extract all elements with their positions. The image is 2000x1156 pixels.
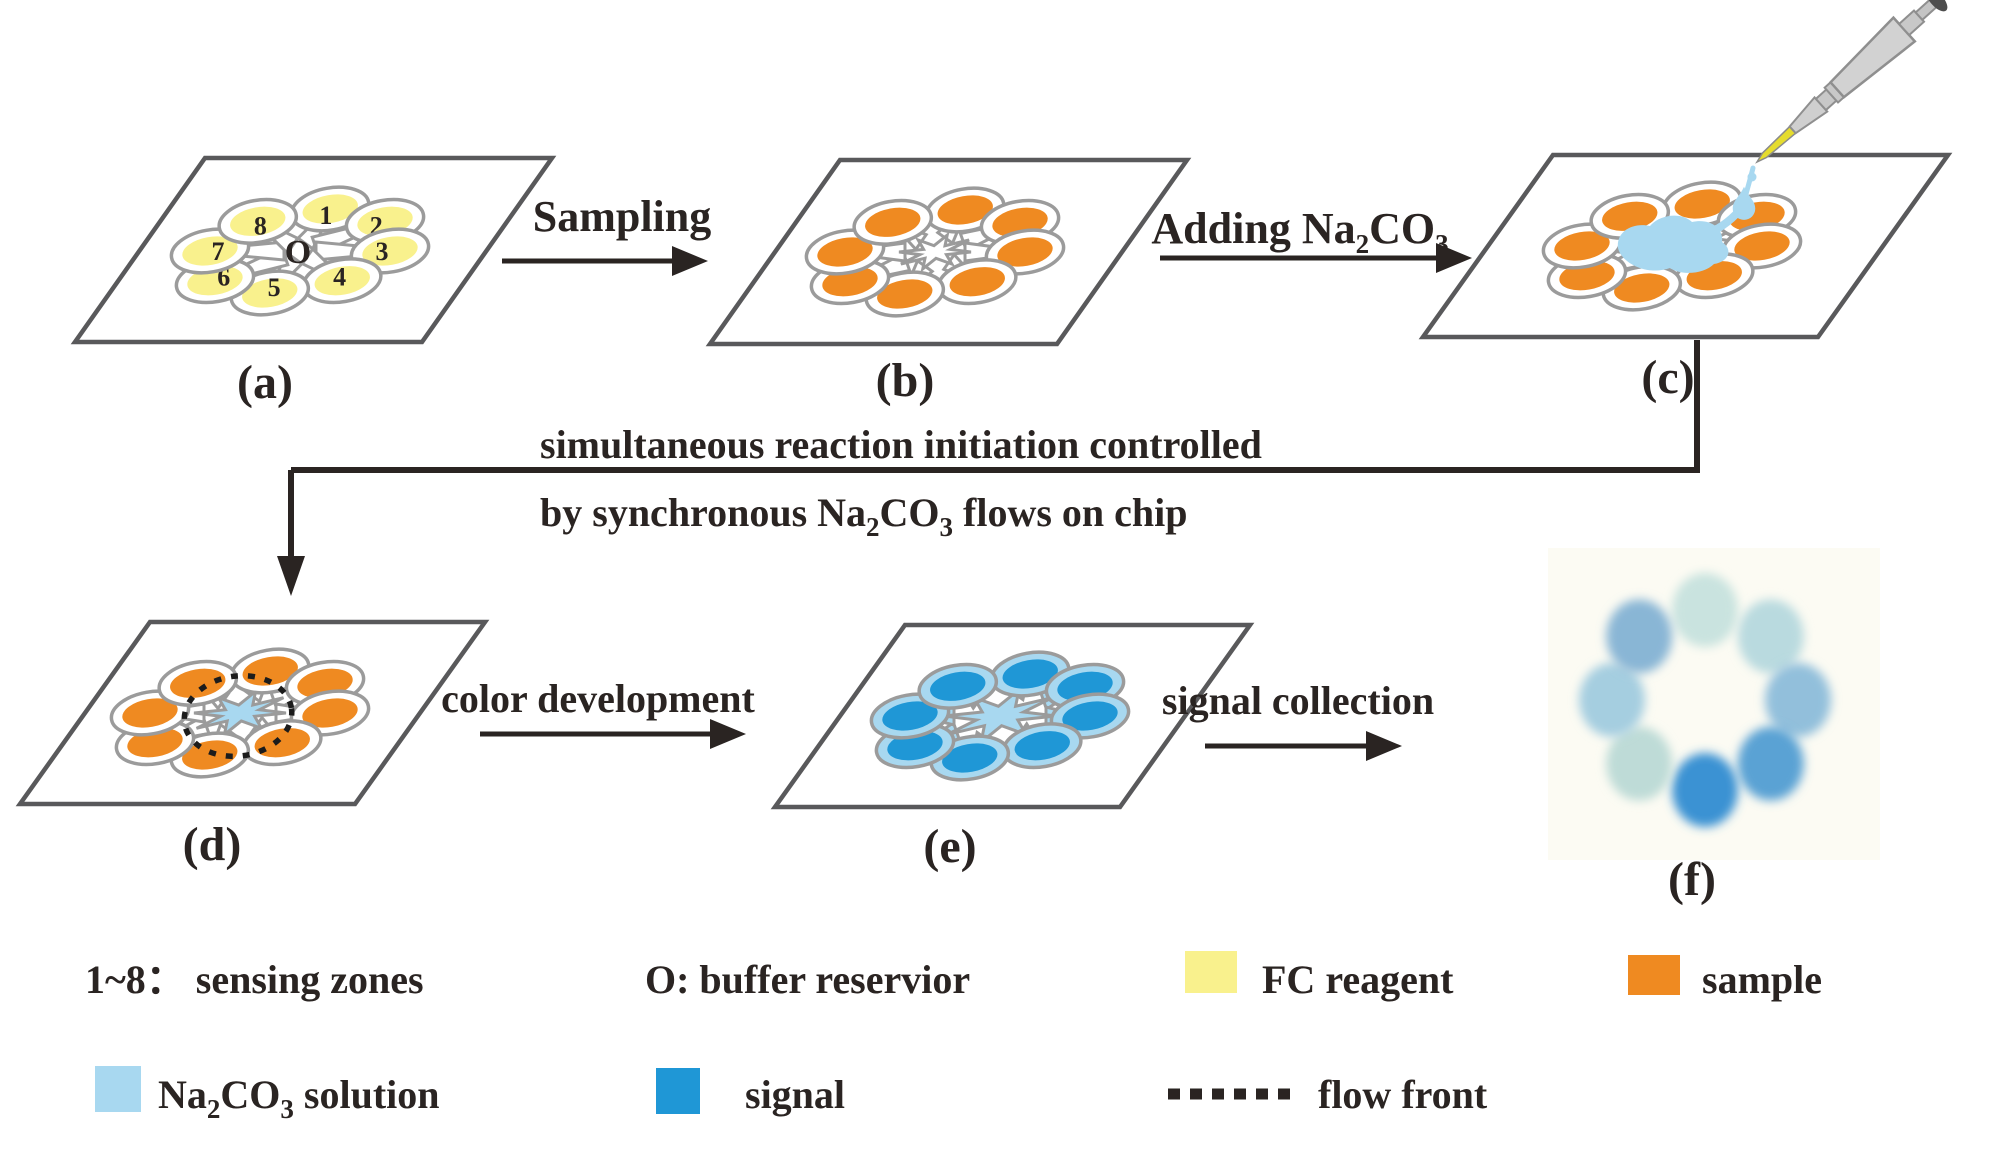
legend-na2co3: Na2CO3 solution <box>158 1072 440 1124</box>
na2co3-swatch <box>95 1066 141 1112</box>
reaction-connector: simultaneous reaction initiation control… <box>277 340 1700 596</box>
flow-front-dotted-circle <box>181 672 295 760</box>
panel-label-e: (e) <box>923 820 976 873</box>
legend-fc-reagent: FC reagent <box>1262 957 1454 1002</box>
panel-label-f: (f) <box>1668 853 1716 906</box>
legend: 1~8： sensing zones O: buffer reservior F… <box>85 951 1822 1124</box>
chip-a-zone-number: 8 <box>254 212 267 241</box>
pipette-cap <box>1926 0 1948 12</box>
reaction-note-line2: by synchronous Na2CO3 flows on chip <box>540 490 1188 542</box>
chip-a-zone <box>230 206 286 236</box>
chip-a-zone-number: 4 <box>333 262 346 291</box>
pipette-cone <box>1788 95 1829 135</box>
legend-flow-front: flow front <box>1318 1072 1488 1117</box>
color-development-arrowhead <box>710 719 746 749</box>
chip-b-zone <box>817 237 873 267</box>
chip-a-zone-number: 5 <box>268 273 281 302</box>
chip-b-zone <box>997 237 1053 267</box>
signal-swatch <box>656 1068 700 1114</box>
signal-collection-arrowhead <box>1366 731 1402 761</box>
sampling-arrow: Sampling <box>502 192 711 276</box>
chip-c-zone <box>1734 231 1790 261</box>
adding-na2co3-arrow: Adding Na2CO3 <box>1151 204 1472 273</box>
droplet-trickle <box>1698 206 1744 240</box>
chip-a-zone-number: 1 <box>319 201 332 230</box>
result-dot-top-left <box>1606 599 1673 674</box>
legend-signal: signal <box>745 1072 845 1117</box>
legend-sample: sample <box>1702 957 1822 1002</box>
connector-line <box>291 340 1700 473</box>
color-development-arrow: color development <box>441 676 756 749</box>
droplet-small <box>1747 172 1757 182</box>
chip-e-zone <box>882 701 938 731</box>
chip-e-zone <box>1062 701 1118 731</box>
chip-b-flower <box>804 186 1066 318</box>
panel-label-a: (a) <box>237 356 293 409</box>
chip-e-flower <box>869 650 1131 782</box>
chip-c-zone <box>1554 231 1610 261</box>
droplet-pool <box>1617 215 1729 273</box>
chip-d-zone <box>254 728 310 758</box>
result-dot-top <box>1672 573 1738 647</box>
chip-b-zone <box>877 279 933 309</box>
panel-label-d: (d) <box>183 818 242 871</box>
sampling-arrowhead <box>672 246 708 276</box>
chip-b-zone <box>949 267 1005 297</box>
chip-c-zone <box>1602 201 1658 231</box>
na2co3-droplet-blob <box>1617 165 1757 273</box>
adding-arrowhead <box>1436 243 1472 273</box>
sampling-label: Sampling <box>533 192 712 241</box>
legend-buffer-reservoir: O: buffer reservior <box>645 957 970 1002</box>
chip-d-flower <box>109 647 371 779</box>
chip-a-zone <box>362 236 418 266</box>
result-dot-right <box>1765 663 1831 737</box>
fc-reagent-swatch <box>1185 951 1237 993</box>
pipette-icon <box>1755 0 1948 164</box>
chip-d-zone <box>302 698 358 728</box>
connector-arrowhead <box>277 556 305 596</box>
reaction-note-line1: simultaneous reaction initiation control… <box>540 422 1262 467</box>
chip-a-zone-number: 3 <box>376 237 389 266</box>
result-dot-left <box>1579 663 1645 737</box>
panel-label-c: (c) <box>1641 351 1694 404</box>
color-development-label: color development <box>441 676 755 721</box>
result-dot-bottom <box>1672 753 1738 827</box>
sample-swatch <box>1628 955 1680 995</box>
chip-d-zone <box>182 740 238 770</box>
result-dot-top-right <box>1737 599 1804 674</box>
chip-d-zone <box>170 668 226 698</box>
chip-b-buffer-star <box>898 231 972 273</box>
chip-b-zone <box>937 195 993 225</box>
chip-c-zone <box>1614 273 1670 303</box>
pipette-barrel <box>1828 15 1917 99</box>
chip-c-zone <box>1674 189 1730 219</box>
chip-a-zone-number: 7 <box>212 237 225 266</box>
chip-a-zone <box>314 266 370 296</box>
chip-a-buffer-label: O <box>285 234 311 271</box>
chip-a-zone <box>242 278 298 308</box>
signal-collection-arrow: signal collection <box>1162 678 1434 761</box>
panel-label-b: (b) <box>876 354 935 407</box>
signal-collection-label: signal collection <box>1162 678 1434 723</box>
adding-na2co3-label: Adding Na2CO3 <box>1151 204 1448 259</box>
legend-sensing-zones: 1~8： sensing zones <box>85 957 424 1002</box>
chip-a-zone <box>302 194 358 224</box>
result-dot-bottom-right <box>1737 726 1804 801</box>
photo-dots <box>1579 573 1831 827</box>
chip-b-zone <box>865 207 921 237</box>
chip-e-zone <box>1014 731 1070 761</box>
result-photo <box>1548 548 1880 860</box>
chip-e-zone <box>930 671 986 701</box>
chip-e-zone <box>942 743 998 773</box>
result-dot-bottom-left <box>1606 726 1673 801</box>
chip-d-zone <box>242 656 298 686</box>
chip-d-zone <box>122 698 178 728</box>
chip-e-zone <box>1002 659 1058 689</box>
chip-a-zone <box>182 236 238 266</box>
